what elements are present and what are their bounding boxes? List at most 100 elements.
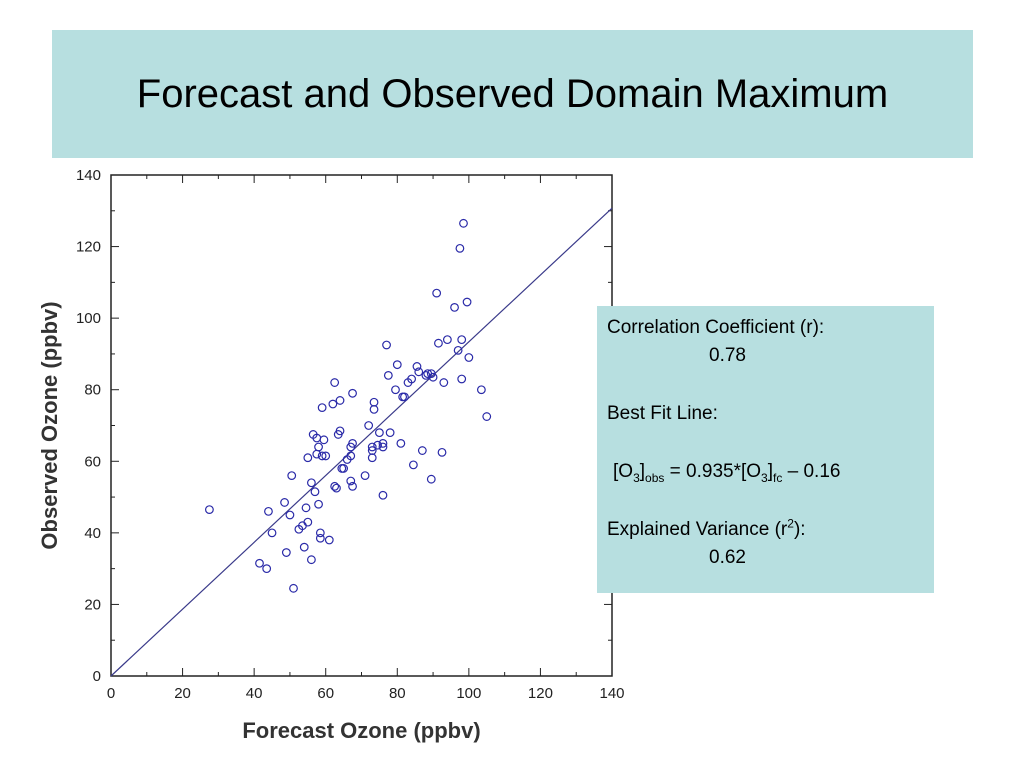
data-point	[314, 499, 323, 509]
data-point	[346, 451, 356, 461]
data-point	[391, 385, 400, 395]
data-point	[457, 335, 467, 345]
data-point	[264, 506, 273, 516]
statistics-box: Correlation Coefficient (r): 0.78 Best F…	[597, 306, 934, 593]
data-point	[442, 335, 452, 345]
data-point	[317, 403, 327, 413]
data-point	[324, 535, 334, 545]
data-point	[455, 243, 465, 253]
data-point	[287, 471, 297, 481]
data-point	[412, 362, 422, 371]
x-tick-label: 100	[456, 685, 481, 702]
slide-title: Forecast and Observed Domain Maximum	[136, 71, 889, 116]
x-tick-label: 80	[389, 685, 406, 702]
data-point	[303, 453, 313, 463]
x-tick-label: 0	[107, 685, 115, 702]
data-point	[462, 297, 472, 307]
y-tick-label: 20	[84, 596, 101, 613]
y-tick-label: 40	[84, 525, 101, 542]
data-point	[464, 353, 474, 362]
data-point	[280, 498, 289, 507]
data-point	[457, 374, 467, 384]
y-tick-label: 60	[84, 453, 101, 470]
data-point	[289, 583, 298, 593]
y-tick-label: 140	[76, 167, 101, 184]
data-point	[335, 426, 345, 436]
y-axis-label: Observed Ozone (ppbv)	[37, 301, 62, 549]
data-point	[453, 345, 463, 355]
data-point	[369, 397, 379, 407]
data-point	[450, 303, 459, 312]
data-point	[434, 338, 443, 348]
data-point	[385, 428, 395, 438]
scatter-chart: 0 20 40 60 80 100 120 140 0 20 40 60 80 100 120 140 For…	[37, 167, 625, 743]
data-point	[281, 548, 291, 557]
data-point	[348, 388, 357, 398]
data-point	[367, 442, 377, 452]
data-point	[339, 464, 349, 473]
y-tick-label: 0	[93, 668, 101, 685]
data-point	[476, 385, 486, 395]
title-banner: Forecast and Observed Domain Maximum	[52, 30, 973, 158]
data-point	[432, 288, 442, 298]
data-point	[299, 542, 309, 552]
data-point	[396, 438, 406, 448]
plot-layer: 0 20 40 60 80 100 120 140 0 20 40 60 80 100 120 140	[76, 167, 625, 702]
data-point	[360, 471, 370, 481]
correlation-label: Correlation Coefficient (r):	[607, 317, 825, 338]
data-point	[348, 438, 357, 448]
data-point	[378, 438, 388, 448]
x-tick-label: 40	[246, 685, 263, 702]
y-tick-label: 80	[84, 382, 101, 399]
data-point	[315, 533, 325, 543]
data-point	[459, 218, 468, 228]
data-point	[426, 474, 436, 484]
data-point	[317, 451, 327, 461]
data-point	[392, 360, 402, 370]
data-point	[383, 370, 393, 380]
x-tick-label: 140	[599, 685, 624, 702]
data-point	[378, 490, 388, 500]
best-fit-line	[110, 207, 613, 677]
data-point	[417, 446, 427, 455]
explained-variance-value: 0.62	[709, 547, 746, 568]
plot-frame	[110, 174, 613, 677]
data-point	[330, 481, 340, 491]
data-point	[285, 510, 295, 520]
data-point	[437, 447, 447, 457]
best-fit-label: Best Fit Line:	[607, 403, 718, 424]
y-tick-label: 100	[76, 310, 101, 327]
data-point	[205, 505, 214, 514]
data-point	[378, 442, 388, 452]
x-tick-label: 20	[174, 685, 191, 702]
correlation-value: 0.78	[709, 345, 746, 366]
x-tick-label: 60	[317, 685, 334, 702]
data-point	[332, 483, 341, 493]
data-point	[373, 440, 383, 450]
y-tick-label: 120	[76, 239, 101, 256]
data-point	[407, 374, 417, 384]
data-point	[315, 528, 325, 538]
x-tick-label: 120	[528, 685, 553, 702]
data-point	[369, 404, 379, 414]
data-point	[310, 487, 320, 497]
data-point	[319, 435, 329, 445]
best-fit-equation: [O3]obs = 0.935*[O3]fc – 0.16	[613, 461, 841, 485]
data-point	[307, 478, 316, 488]
data-point	[262, 564, 272, 574]
data-point	[408, 460, 418, 470]
data-point	[439, 378, 449, 387]
data-point	[330, 378, 340, 387]
data-point	[428, 372, 438, 382]
data-point	[328, 399, 338, 409]
x-axis-label: Forecast Ozone (ppbv)	[242, 718, 480, 743]
data-point	[314, 442, 323, 452]
data-point	[303, 517, 313, 527]
data-point	[348, 481, 357, 491]
data-point	[367, 453, 377, 463]
data-point	[400, 392, 409, 402]
data-point	[301, 503, 311, 513]
data-point	[482, 412, 492, 421]
data-point	[321, 451, 331, 461]
data-point	[335, 396, 345, 405]
